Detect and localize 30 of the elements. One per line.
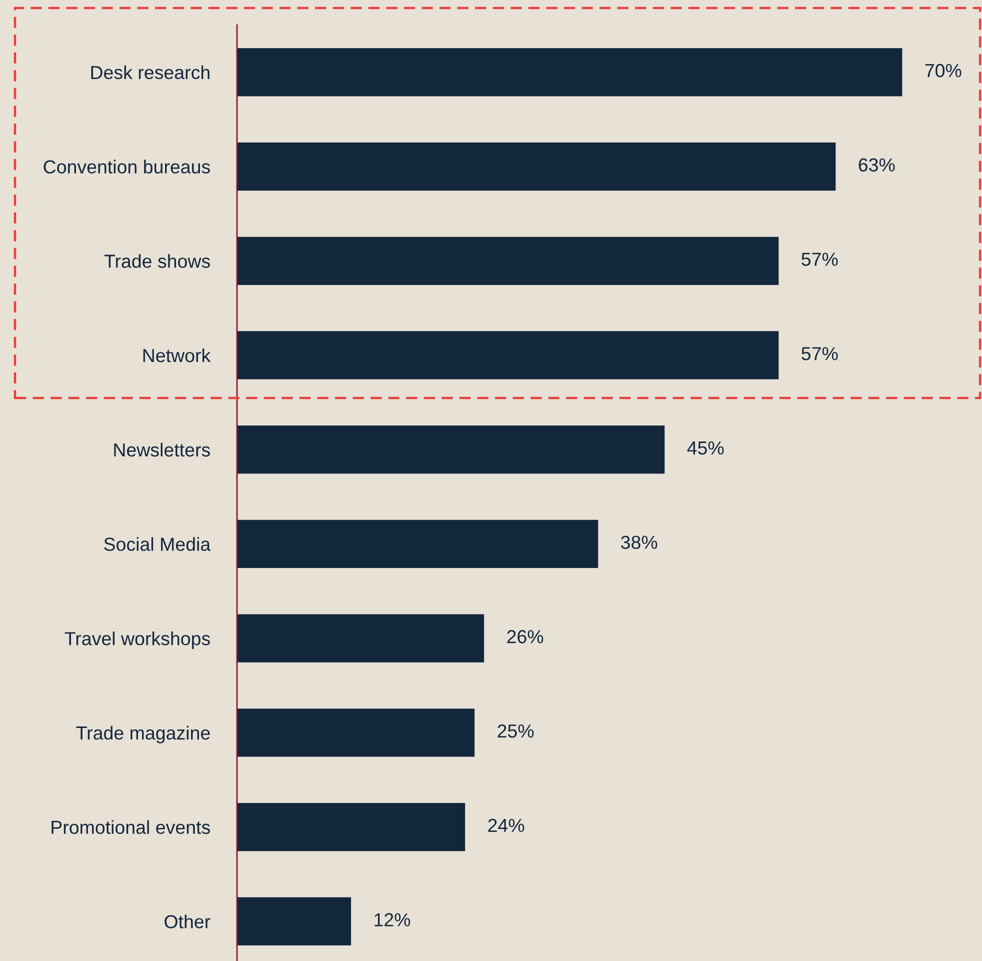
bar <box>237 614 484 662</box>
y-tick-label: Travel workshops <box>64 632 210 649</box>
y-tick-label: Network <box>143 348 211 362</box>
data-label: 57% <box>802 347 838 360</box>
data-label: 70% <box>925 64 962 78</box>
bar <box>237 520 598 568</box>
data-label: 57% <box>802 252 838 266</box>
bar <box>237 236 779 285</box>
data-label: 45% <box>687 441 724 455</box>
data-label: 38% <box>621 536 658 549</box>
y-tick-label: Social Media <box>104 537 211 551</box>
data-label: 25% <box>498 724 534 738</box>
y-tick-label: Trade shows <box>104 254 210 268</box>
bar <box>237 48 902 96</box>
y-tick-label: Trade magazine <box>76 726 210 744</box>
y-tick-label: Desk research <box>91 65 210 80</box>
bar <box>237 708 475 757</box>
y-tick-label: Promotional events <box>52 820 210 834</box>
bar <box>237 142 836 191</box>
y-tick-label: Convention bureaus <box>44 160 210 174</box>
bar <box>237 802 466 852</box>
data-label: 12% <box>374 913 410 926</box>
bar <box>237 331 779 380</box>
bar <box>237 426 665 474</box>
data-label: 26% <box>507 630 544 644</box>
y-tick-label: Newsletters <box>114 442 210 457</box>
data-label: 24% <box>488 818 524 832</box>
bar <box>237 897 352 946</box>
y-tick-label: Other <box>164 914 210 928</box>
data-label: 63% <box>858 158 895 172</box>
